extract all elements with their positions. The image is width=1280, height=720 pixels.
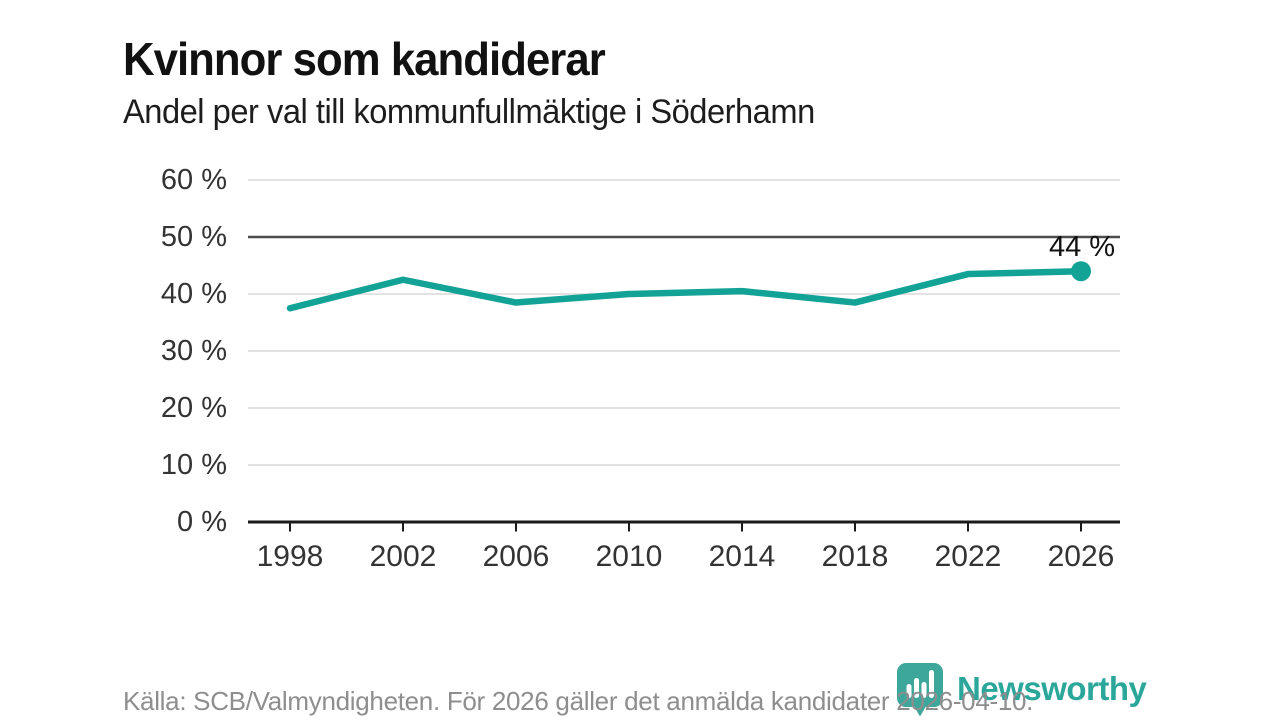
y-axis-label: 40 % (160, 278, 227, 310)
page-title: Kvinnor som kandiderar (123, 32, 606, 85)
x-axis-label: 2002 (369, 540, 437, 573)
line-chart (248, 179, 1120, 532)
newsworthy-logo: Newsworthy (897, 663, 1147, 719)
y-axis-label: 50 % (160, 221, 227, 253)
y-axis-label: 0 % (177, 506, 227, 538)
x-axis-label: 2014 (708, 540, 776, 573)
x-axis-label: 1998 (256, 540, 324, 573)
end-point-value-label: 44 % (1048, 231, 1116, 263)
newsworthy-pin-barchart-icon (897, 663, 943, 717)
y-axis-label: 10 % (160, 449, 227, 481)
x-axis-label: 2006 (482, 540, 550, 573)
end-point-marker (1071, 261, 1091, 282)
x-axis-label: 2010 (595, 540, 663, 573)
x-axis-label: 2026 (1047, 540, 1115, 573)
source-note: Källa: SCB/Valmyndigheten. För 2026 gäll… (123, 686, 1034, 716)
x-axis-label: 2022 (934, 540, 1002, 573)
page-subtitle: Andel per val till kommunfullmäktige i S… (123, 93, 815, 131)
data-line (286, 267, 1085, 312)
y-axis-label: 60 % (160, 164, 227, 196)
y-axis-label: 30 % (160, 335, 227, 367)
x-axis-label: 2018 (821, 540, 889, 573)
newsworthy-logo-text: Newsworthy (957, 670, 1147, 707)
y-axis-label: 20 % (160, 392, 227, 424)
line-chart-svg (248, 179, 1120, 532)
